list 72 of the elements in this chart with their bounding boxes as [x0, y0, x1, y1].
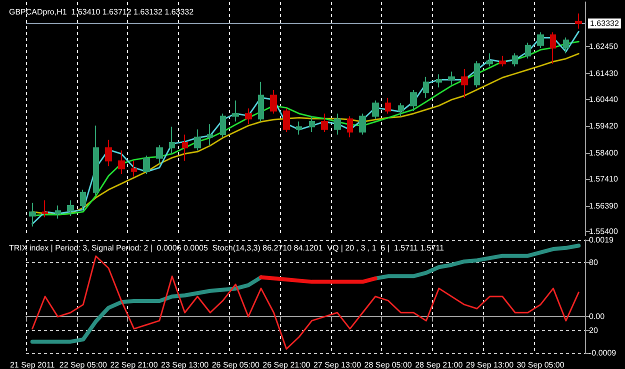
y-tick-label: 1.59420: [589, 122, 618, 131]
candlestick: [270, 89, 277, 114]
x-tick-label: 22 Sep 05:00: [59, 360, 108, 369]
x-tick-label: 22 Sep 21:00: [110, 360, 158, 369]
y-tick-label: 1.62450: [589, 42, 618, 52]
candlestick: [372, 100, 379, 120]
candlestick: [118, 150, 125, 174]
x-tick-label: 30 Sep 05:00: [516, 360, 565, 369]
y-tick-label: 1.55400: [589, 227, 618, 236]
ref-line-label: 1.63332: [590, 18, 620, 28]
candlestick: [448, 71, 455, 86]
y-tick-label: 1.58400: [589, 148, 618, 158]
candlestick: [321, 113, 328, 132]
candlestick: [258, 81, 264, 122]
candlestick: [207, 124, 213, 146]
candlestick: [245, 108, 252, 125]
candlestick: [410, 89, 417, 112]
candlestick: [385, 97, 391, 114]
candlestick: [512, 52, 518, 67]
candlestick: [575, 13, 582, 30]
candlestick: [550, 32, 556, 64]
candlestick: [436, 74, 442, 88]
candlestick: [80, 189, 86, 210]
line-series: [32, 255, 580, 350]
candlestick: [283, 108, 290, 132]
y2-tick-label: 20: [589, 326, 598, 335]
x-tick-label: 21 Sep 2011: [10, 360, 56, 369]
x-tick-label: 28 Sep 05:00: [364, 360, 412, 369]
candlestick: [525, 42, 531, 59]
y-tick-label: 0.0019: [589, 236, 614, 244]
candlestick: [486, 52, 493, 67]
y-tick-label: 1.60440: [589, 94, 618, 104]
chart-title: TRIX index | Period: 3, Signal Period: 2 | 0.0006 0.0005 Stoch(14,3,3) 86.2710 84.1201 VQ | 20 , 3 , 1 5 | 1.5711 1.5711: [9, 244, 445, 252]
x-tick-label: 26 Sep 21:00: [262, 360, 311, 369]
candlestick: [194, 128, 201, 151]
candlestick: [55, 204, 61, 220]
candlestick: [474, 60, 480, 88]
candlestick: [42, 200, 48, 218]
candlestick: [169, 126, 175, 154]
candlestick: [499, 55, 506, 67]
candlestick: [461, 68, 468, 98]
candlestick: [398, 102, 404, 117]
x-tick-label: 23 Sep 13:00: [161, 360, 210, 369]
candlestick: [423, 76, 429, 98]
candlestick: [131, 160, 137, 178]
candlestick: [67, 200, 74, 216]
candlestick: [105, 139, 112, 167]
y-tick-label: 0.00: [589, 312, 606, 322]
y-tick-label: -0.0009: [589, 348, 617, 358]
y-tick-label: 1.56390: [589, 201, 618, 210]
candlestick: [334, 113, 341, 136]
y2-tick-label: 80: [589, 258, 598, 268]
candlestick: [220, 113, 226, 138]
candlestick: [143, 155, 150, 174]
y-tick-label: 1.57410: [589, 174, 618, 184]
candlestick: [563, 36, 569, 54]
x-tick-label: 29 Sep 13:00: [466, 360, 514, 369]
candlestick: [537, 32, 544, 48]
x-tick-label: 26 Sep 05:00: [212, 360, 260, 369]
candlestick: [296, 120, 302, 136]
x-tick-label: 28 Sep 21:00: [415, 360, 464, 369]
candlestick: [93, 125, 99, 196]
y-tick-label: 1.61430: [589, 68, 618, 78]
candlestick: [29, 202, 36, 227]
candlestick: [156, 144, 163, 164]
candlestick: [347, 116, 353, 138]
candlestick: [232, 100, 239, 122]
candlestick: [309, 116, 315, 132]
x-tick-label: 27 Sep 13:00: [313, 360, 362, 369]
candlestick: [359, 113, 366, 136]
candlestick: [182, 134, 188, 162]
text: GBPCADpro,H1 1.63410 1.63712 1.63132 1.63332: [9, 8, 194, 16]
